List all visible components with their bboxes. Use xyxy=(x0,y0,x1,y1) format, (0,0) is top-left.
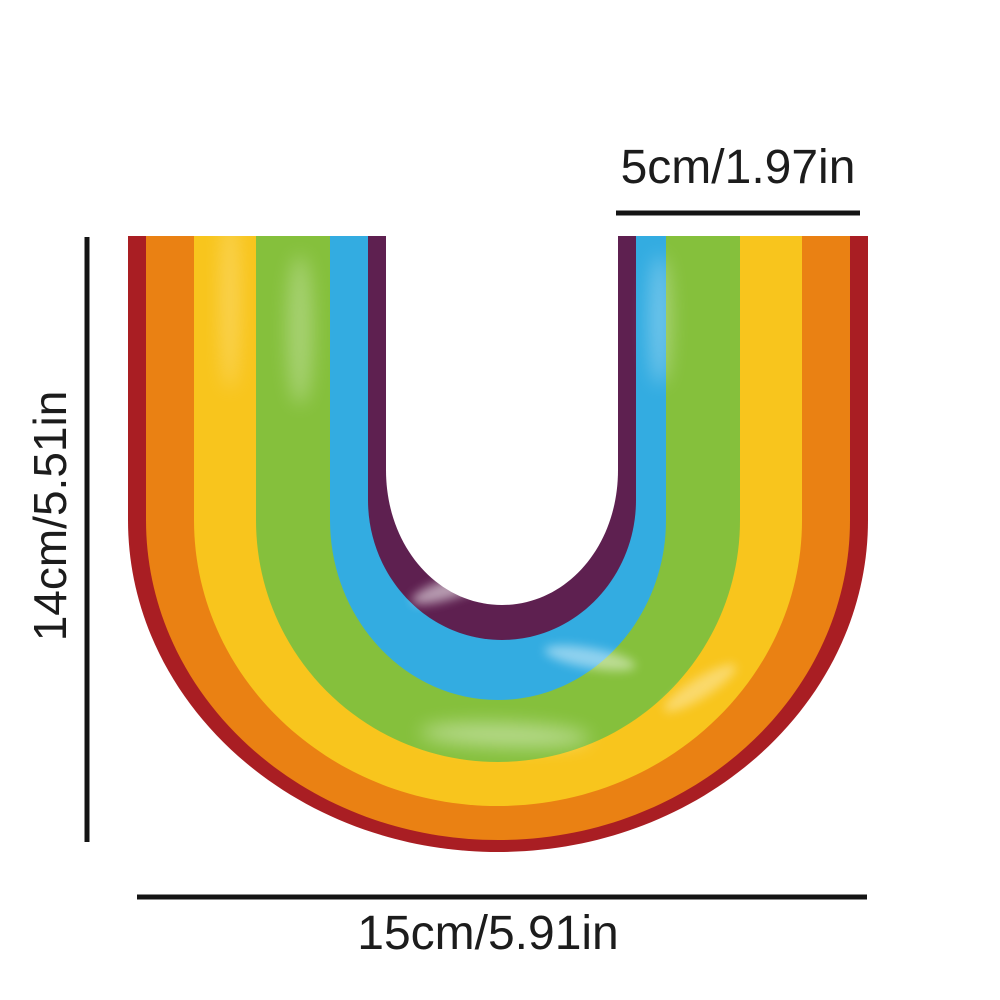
vase-opening-hole xyxy=(386,236,618,605)
dimension-lines xyxy=(84,210,867,900)
dimension-label-height: 14cm/5.51in xyxy=(24,390,76,642)
dimension-label-top-width: 5cm/1.97in xyxy=(620,141,856,194)
gloss-highlights xyxy=(221,210,737,748)
rainbow-vase xyxy=(128,210,868,852)
dimension-label-bottom-width: 15cm/5.91in xyxy=(357,907,619,960)
